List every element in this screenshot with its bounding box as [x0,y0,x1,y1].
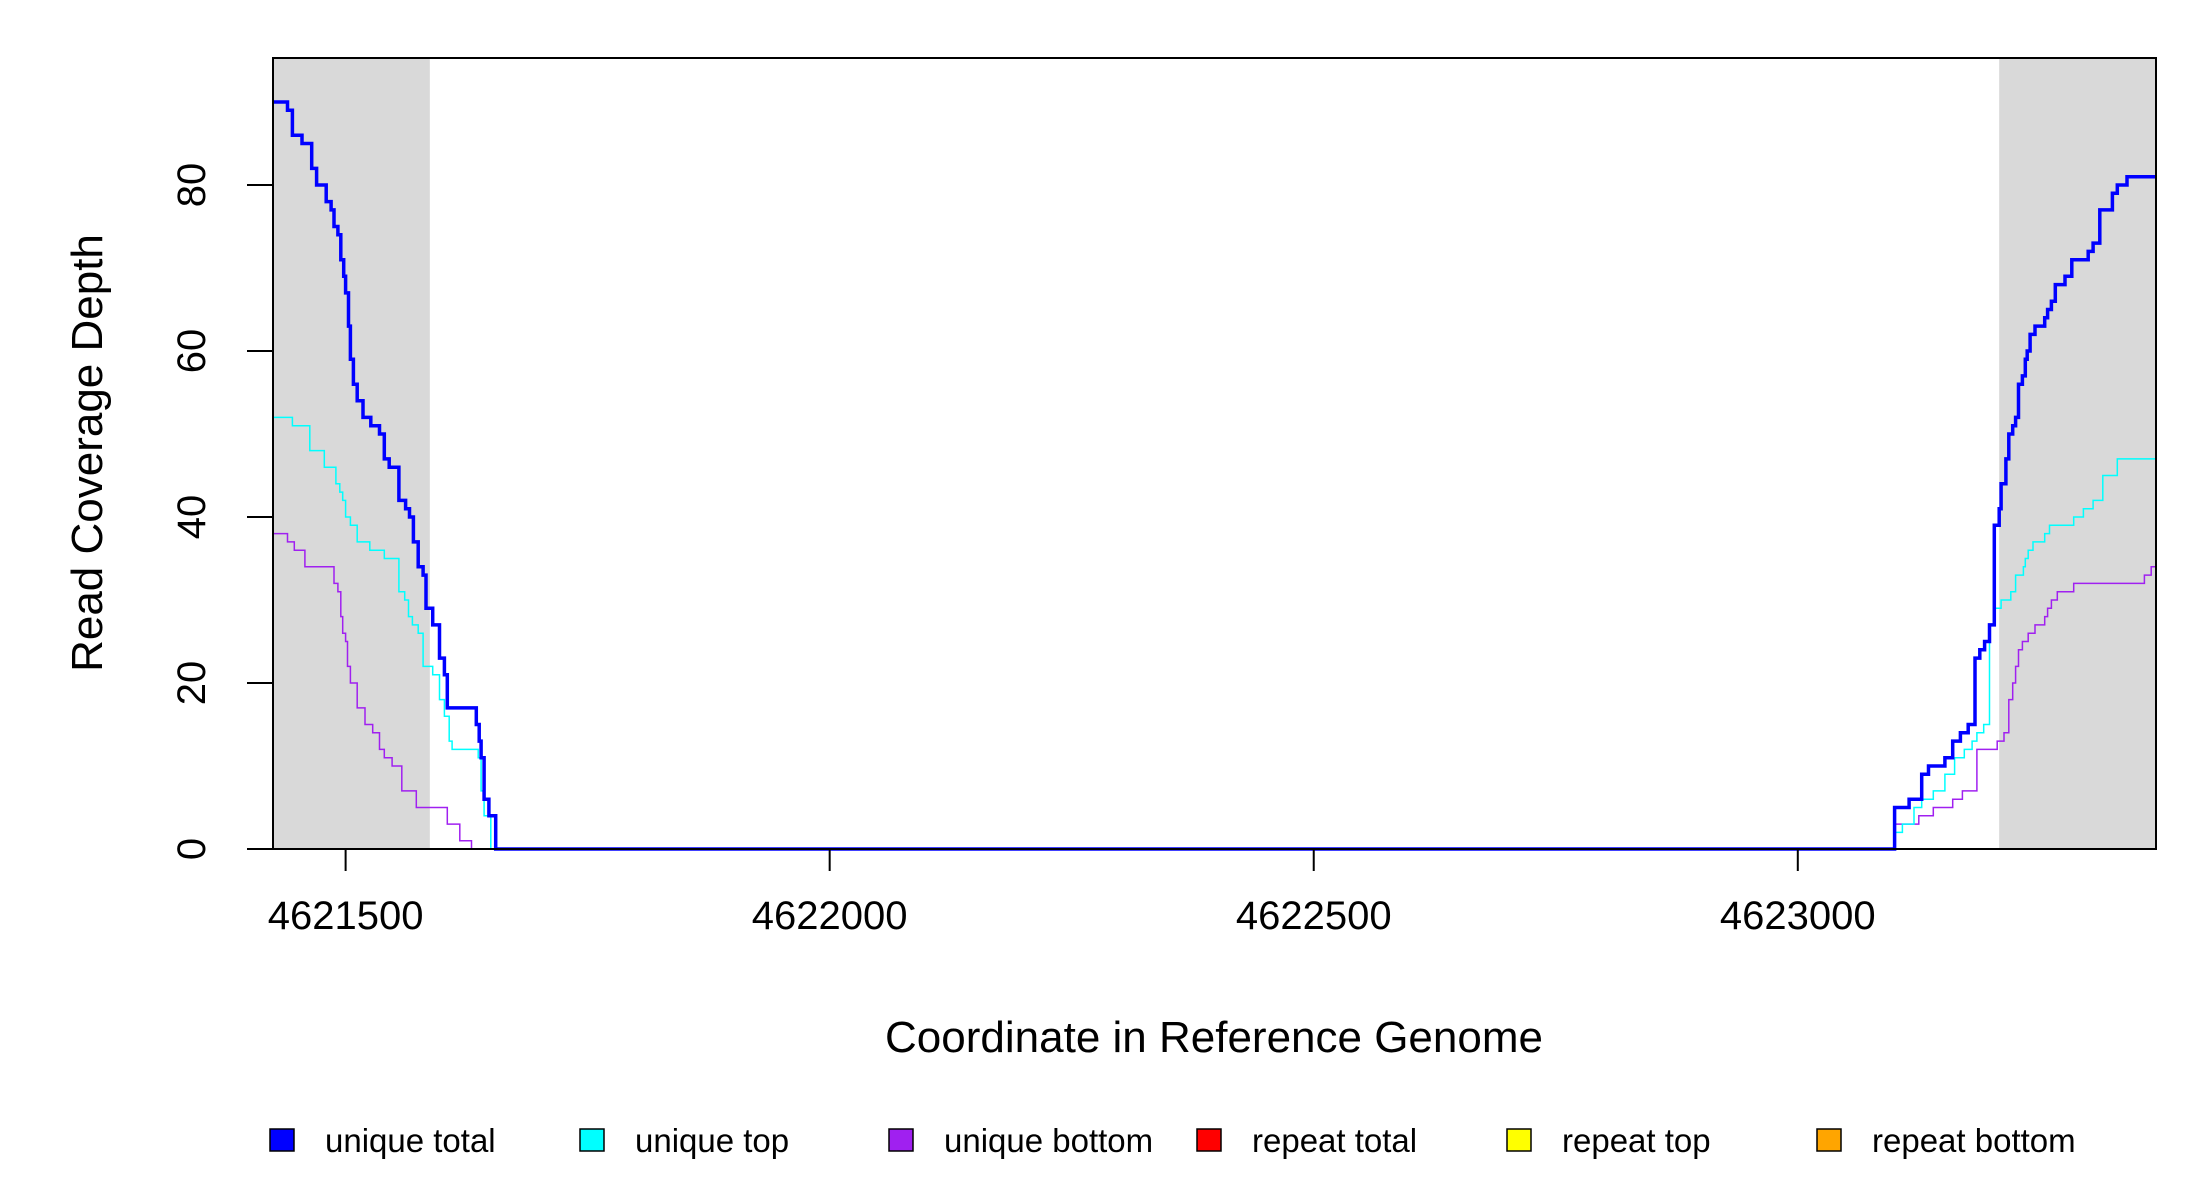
legend-swatch-unique-bottom [888,1128,914,1152]
y-axis: 0 20 40 60 80 [170,163,273,860]
series-line-unique-bottom [273,532,2156,850]
legend-label-unique-bottom: unique bottom [944,1122,1153,1159]
shaded-region-2 [1999,58,2156,849]
legend-swatch-repeat-total [1196,1128,1222,1152]
x-axis: 4621500 4622000 4622500 4623000 [268,849,1876,938]
y-tick-label: 0 [170,838,214,860]
legend-swatch-unique-total [269,1128,295,1152]
legend-swatch-unique-top [579,1128,605,1152]
legend-label-unique-total: unique total [325,1122,496,1159]
shaded-regions [273,58,2156,849]
series-line-unique-top [273,416,2156,850]
y-tick-label: 80 [170,163,214,208]
legend-label-repeat-top: repeat top [1562,1122,1711,1159]
legend-swatch-repeat-top [1506,1128,1532,1152]
y-tick-label: 20 [170,661,214,706]
legend-swatch-repeat-bottom [1816,1128,1842,1152]
legend-label-repeat-bottom: repeat bottom [1872,1122,2076,1159]
legend-label-unique-top: unique top [635,1122,789,1159]
legend-label-repeat-total: repeat total [1252,1122,1417,1159]
plot-frame [272,57,2157,850]
x-tick-label: 4621500 [268,894,424,938]
x-tick-label: 4623000 [1720,894,1876,938]
legend: unique total unique top unique bottom repea… [269,1122,2076,1159]
x-axis-title: Coordinate in Reference Genome [885,1013,1543,1062]
shaded-region-1 [273,58,430,849]
y-tick-label: 60 [170,329,214,374]
x-tick-label: 4622000 [752,894,908,938]
x-tick-label: 4622500 [1236,894,1392,938]
series-line-unique-total [273,100,2156,851]
y-axis-title: Read Coverage Depth [63,234,112,672]
series-lines [273,100,2156,851]
y-tick-label: 40 [170,495,214,540]
